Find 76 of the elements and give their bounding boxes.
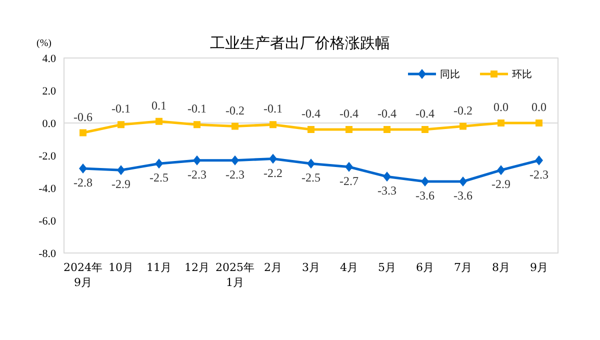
data-label: -2.3 [188, 167, 206, 182]
y-tick-label: 2.0 [42, 85, 56, 98]
x-tick-label: 5月 [378, 261, 396, 274]
data-label: -2.5 [150, 170, 168, 185]
data-label: -0.6 [74, 110, 92, 124]
point [232, 122, 238, 130]
y-tick-label: 4.0 [42, 52, 56, 65]
point [231, 155, 239, 166]
x-tick-label: 8月 [492, 261, 510, 274]
data-label: -3.6 [454, 188, 472, 202]
point [269, 154, 277, 164]
point [156, 118, 162, 125]
data-label: 0.1 [152, 98, 166, 112]
y-tick-label: 0.0 [42, 118, 56, 130]
data-label: -0.1 [264, 102, 282, 116]
y-tick-label: -4.0 [38, 182, 56, 195]
data-label: -2.7 [340, 174, 358, 188]
data-label: -2.3 [226, 167, 244, 182]
data-label: -0.1 [112, 102, 130, 116]
y-axis-title: (%) [36, 38, 52, 49]
y-tick-label: -2.0 [38, 150, 56, 162]
x-tick-label: 2025年 1月 [216, 261, 254, 289]
point [536, 120, 542, 126]
point [497, 165, 505, 176]
point [117, 165, 125, 176]
y-tick-label: -8.0 [38, 248, 56, 260]
data-label: -3.6 [416, 188, 434, 202]
x-tick-label: 2024年 9月 [64, 261, 102, 289]
data-label: -2.9 [492, 177, 510, 192]
point [270, 121, 276, 128]
point [118, 121, 124, 128]
data-label: -0.4 [340, 106, 358, 120]
data-label: -2.9 [112, 177, 130, 192]
x-tick-label: 2月 [264, 261, 282, 274]
legend-label: 同比 [440, 68, 460, 80]
x-tick-label: 3月 [302, 261, 320, 274]
point [307, 158, 315, 169]
point [80, 129, 86, 136]
point [346, 126, 352, 133]
data-label: -2.5 [302, 170, 320, 185]
y-tick-label: -6.0 [38, 215, 56, 228]
point [459, 176, 467, 186]
point [155, 158, 163, 169]
x-tick-label: 9月 [530, 261, 548, 274]
point [422, 126, 428, 133]
point [345, 162, 353, 172]
chart-title: 工业生产者出厂价格涨跌幅 [210, 34, 390, 52]
data-label: -2.2 [264, 166, 282, 180]
x-tick-label: 4月 [340, 261, 358, 274]
point [308, 126, 314, 133]
data-label: -3.3 [378, 184, 396, 198]
data-label: -2.3 [530, 167, 548, 182]
point [421, 176, 429, 186]
x-tick-label: 12月 [184, 261, 210, 274]
data-label: -0.2 [226, 103, 244, 118]
legend-label: 环比 [512, 68, 532, 80]
point [460, 122, 466, 130]
data-label: -0.4 [378, 106, 396, 120]
data-label: -0.2 [454, 103, 472, 118]
data-label: -0.4 [302, 106, 320, 120]
point [498, 120, 504, 126]
point [535, 155, 543, 166]
data-label: -0.1 [188, 102, 206, 116]
point [384, 126, 390, 133]
x-tick-label: 11月 [146, 261, 172, 274]
point [383, 172, 391, 182]
data-label: 0.0 [494, 100, 508, 114]
x-tick-label: 10月 [108, 261, 134, 274]
x-tick-label: 6月 [416, 261, 434, 274]
point [194, 121, 200, 128]
data-label: -0.4 [416, 106, 434, 120]
point [193, 155, 201, 166]
data-label: -2.8 [74, 176, 92, 190]
point [79, 164, 87, 174]
data-label: 0.0 [532, 100, 546, 114]
x-tick-label: 7月 [454, 261, 472, 274]
